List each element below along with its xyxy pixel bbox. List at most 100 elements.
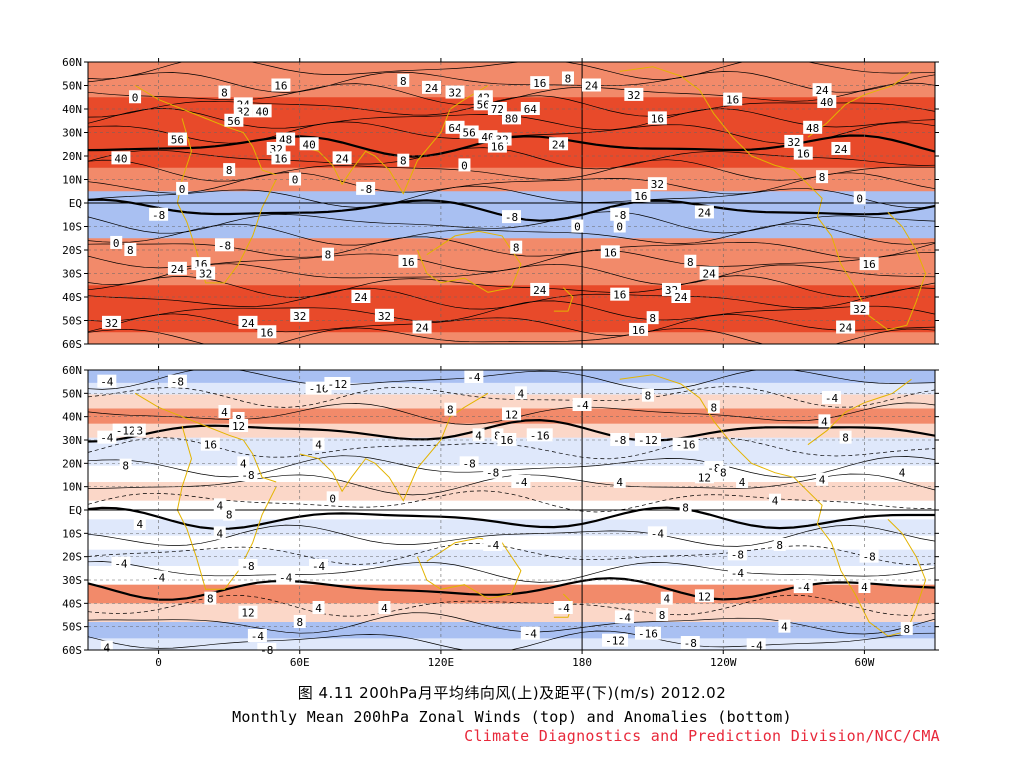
contour-value-label: -4 [793, 580, 813, 594]
contour-value-label: 16 [793, 146, 813, 161]
contour-label-text: 48 [806, 122, 819, 135]
coastline-segment [299, 85, 489, 195]
shaded-band [88, 308, 935, 333]
contour-line [88, 223, 935, 246]
contour-label-text: 16 [632, 324, 645, 337]
contour-label-box [656, 608, 669, 621]
contour-value-label: 4 [312, 437, 325, 452]
contour-label-text: 8 [325, 249, 332, 262]
contour-value-label: 8 [679, 500, 692, 515]
contour-value-label: 40 [299, 137, 319, 151]
contour-value-label: 16 [497, 433, 517, 447]
contour-label-box [572, 398, 592, 411]
contour-label-box [271, 78, 291, 92]
contour-label-text: 4 [899, 467, 906, 480]
contour-label-box [672, 437, 699, 451]
contour-value-label: 24 [812, 83, 832, 97]
contour-label-text: 0 [113, 237, 120, 250]
contour-label-text: 8 [296, 616, 303, 629]
contour-label-text: 8 [127, 244, 134, 257]
contour-label-text: 8 [649, 312, 656, 325]
contour-value-label: -8 [859, 549, 879, 564]
contour-value-label: 4 [778, 619, 791, 634]
contour-label-text: -12 [327, 378, 347, 391]
shaded-band [88, 638, 935, 650]
contour-label-text: 8 [819, 171, 826, 184]
contour-value-label: 4 [472, 428, 485, 442]
y-tick-label: EQ [69, 197, 82, 210]
contour-label-text: 24 [552, 138, 566, 151]
contour-label-text: 4 [315, 439, 322, 452]
axes: 60N 50N 40N 30N 20N 10N EQ 10S 20S 30S 40S 50S 60S 0 6… [62, 364, 939, 669]
contour-label-text: -4 [312, 560, 326, 573]
contour-value-label: -8 [167, 374, 187, 389]
contour-value-label: 56 [224, 113, 244, 128]
y-tick-label: 50N [62, 80, 82, 93]
y-tick-label: 40N [62, 411, 82, 424]
contour-label-text: 32 [853, 303, 866, 316]
contour-label-text: 8 [565, 72, 572, 85]
contour-value-label: 0 [326, 491, 339, 505]
contour-label-text: -4 [524, 628, 538, 641]
contour-label-box [530, 76, 550, 90]
contour-line [88, 211, 935, 234]
contour-label-text: -4 [750, 639, 764, 652]
contour-label-box [736, 475, 749, 488]
contour-label-text: 16 [204, 439, 217, 452]
contour-label-text: 4 [616, 476, 623, 489]
contour-label-box [224, 113, 244, 127]
contour-value-label: 8 [561, 71, 574, 85]
contour-value-label: 4 [237, 456, 250, 470]
contour-label-box [680, 636, 700, 649]
contour-label-box [397, 153, 410, 167]
contour-label-box [694, 205, 714, 219]
credit-line: Climate Diagnostics and Prediction Divis… [464, 727, 940, 745]
coastline-segment [416, 537, 522, 600]
contour-value-label: 12 [238, 605, 258, 620]
contour-label-text: -16 [676, 439, 696, 452]
contour-value-label: -12 [324, 377, 351, 391]
contour-label-box [818, 414, 831, 428]
contour-label-text: 4 [739, 476, 746, 489]
contour-label-box [624, 87, 644, 101]
contour-label-text: -4 [467, 371, 481, 384]
contour-label-text: -4 [731, 567, 745, 580]
contour-label-box [397, 73, 410, 87]
contour-value-label: -4 [727, 566, 747, 580]
contour-value-label: 32 [196, 266, 216, 281]
shaded-band [88, 62, 935, 75]
y-tick-label: 60N [62, 364, 82, 377]
contour-label-text: 16 [500, 434, 513, 447]
contour-value-label: 8 [717, 465, 730, 480]
contour-value-label: 40 [817, 94, 837, 109]
contour-value-label: 8 [816, 170, 829, 184]
contour-value-label: 16 [271, 78, 291, 93]
contour-value-label: 24 [238, 315, 258, 330]
contour-label-text: 0 [574, 221, 581, 234]
contour-label-text: -4 [152, 572, 166, 585]
contour-value-label: 16 [487, 139, 507, 154]
contour-label-text: 12 [698, 471, 711, 484]
shaded-band [88, 370, 935, 384]
contour-label-text: 4 [104, 642, 111, 655]
y-tick-label: 10S [62, 527, 82, 540]
contour-label-text: 32 [448, 87, 461, 100]
contour-label-text: 80 [505, 112, 518, 125]
contour-label-text: -4 [825, 392, 839, 405]
contour-label-box [727, 547, 747, 561]
contour-label-text: 56 [227, 115, 240, 128]
contour-label-text: 4 [216, 499, 223, 512]
contour-label-text: -8 [731, 548, 744, 561]
contour-value-label: 16 [629, 322, 649, 337]
contour-label-text: 56 [171, 134, 184, 147]
contour-label-text: -16 [309, 383, 329, 396]
contour-line [88, 386, 935, 408]
contour-label-box [167, 132, 187, 146]
contour-value-label: -4 [276, 570, 296, 585]
contour-label-text: 32 [293, 310, 306, 323]
contour-label-box [459, 456, 479, 470]
contour-value-label: 56 [167, 132, 187, 147]
contour-label-box [600, 245, 620, 259]
contour-label-box [214, 238, 234, 252]
contour-label-box [723, 92, 743, 106]
